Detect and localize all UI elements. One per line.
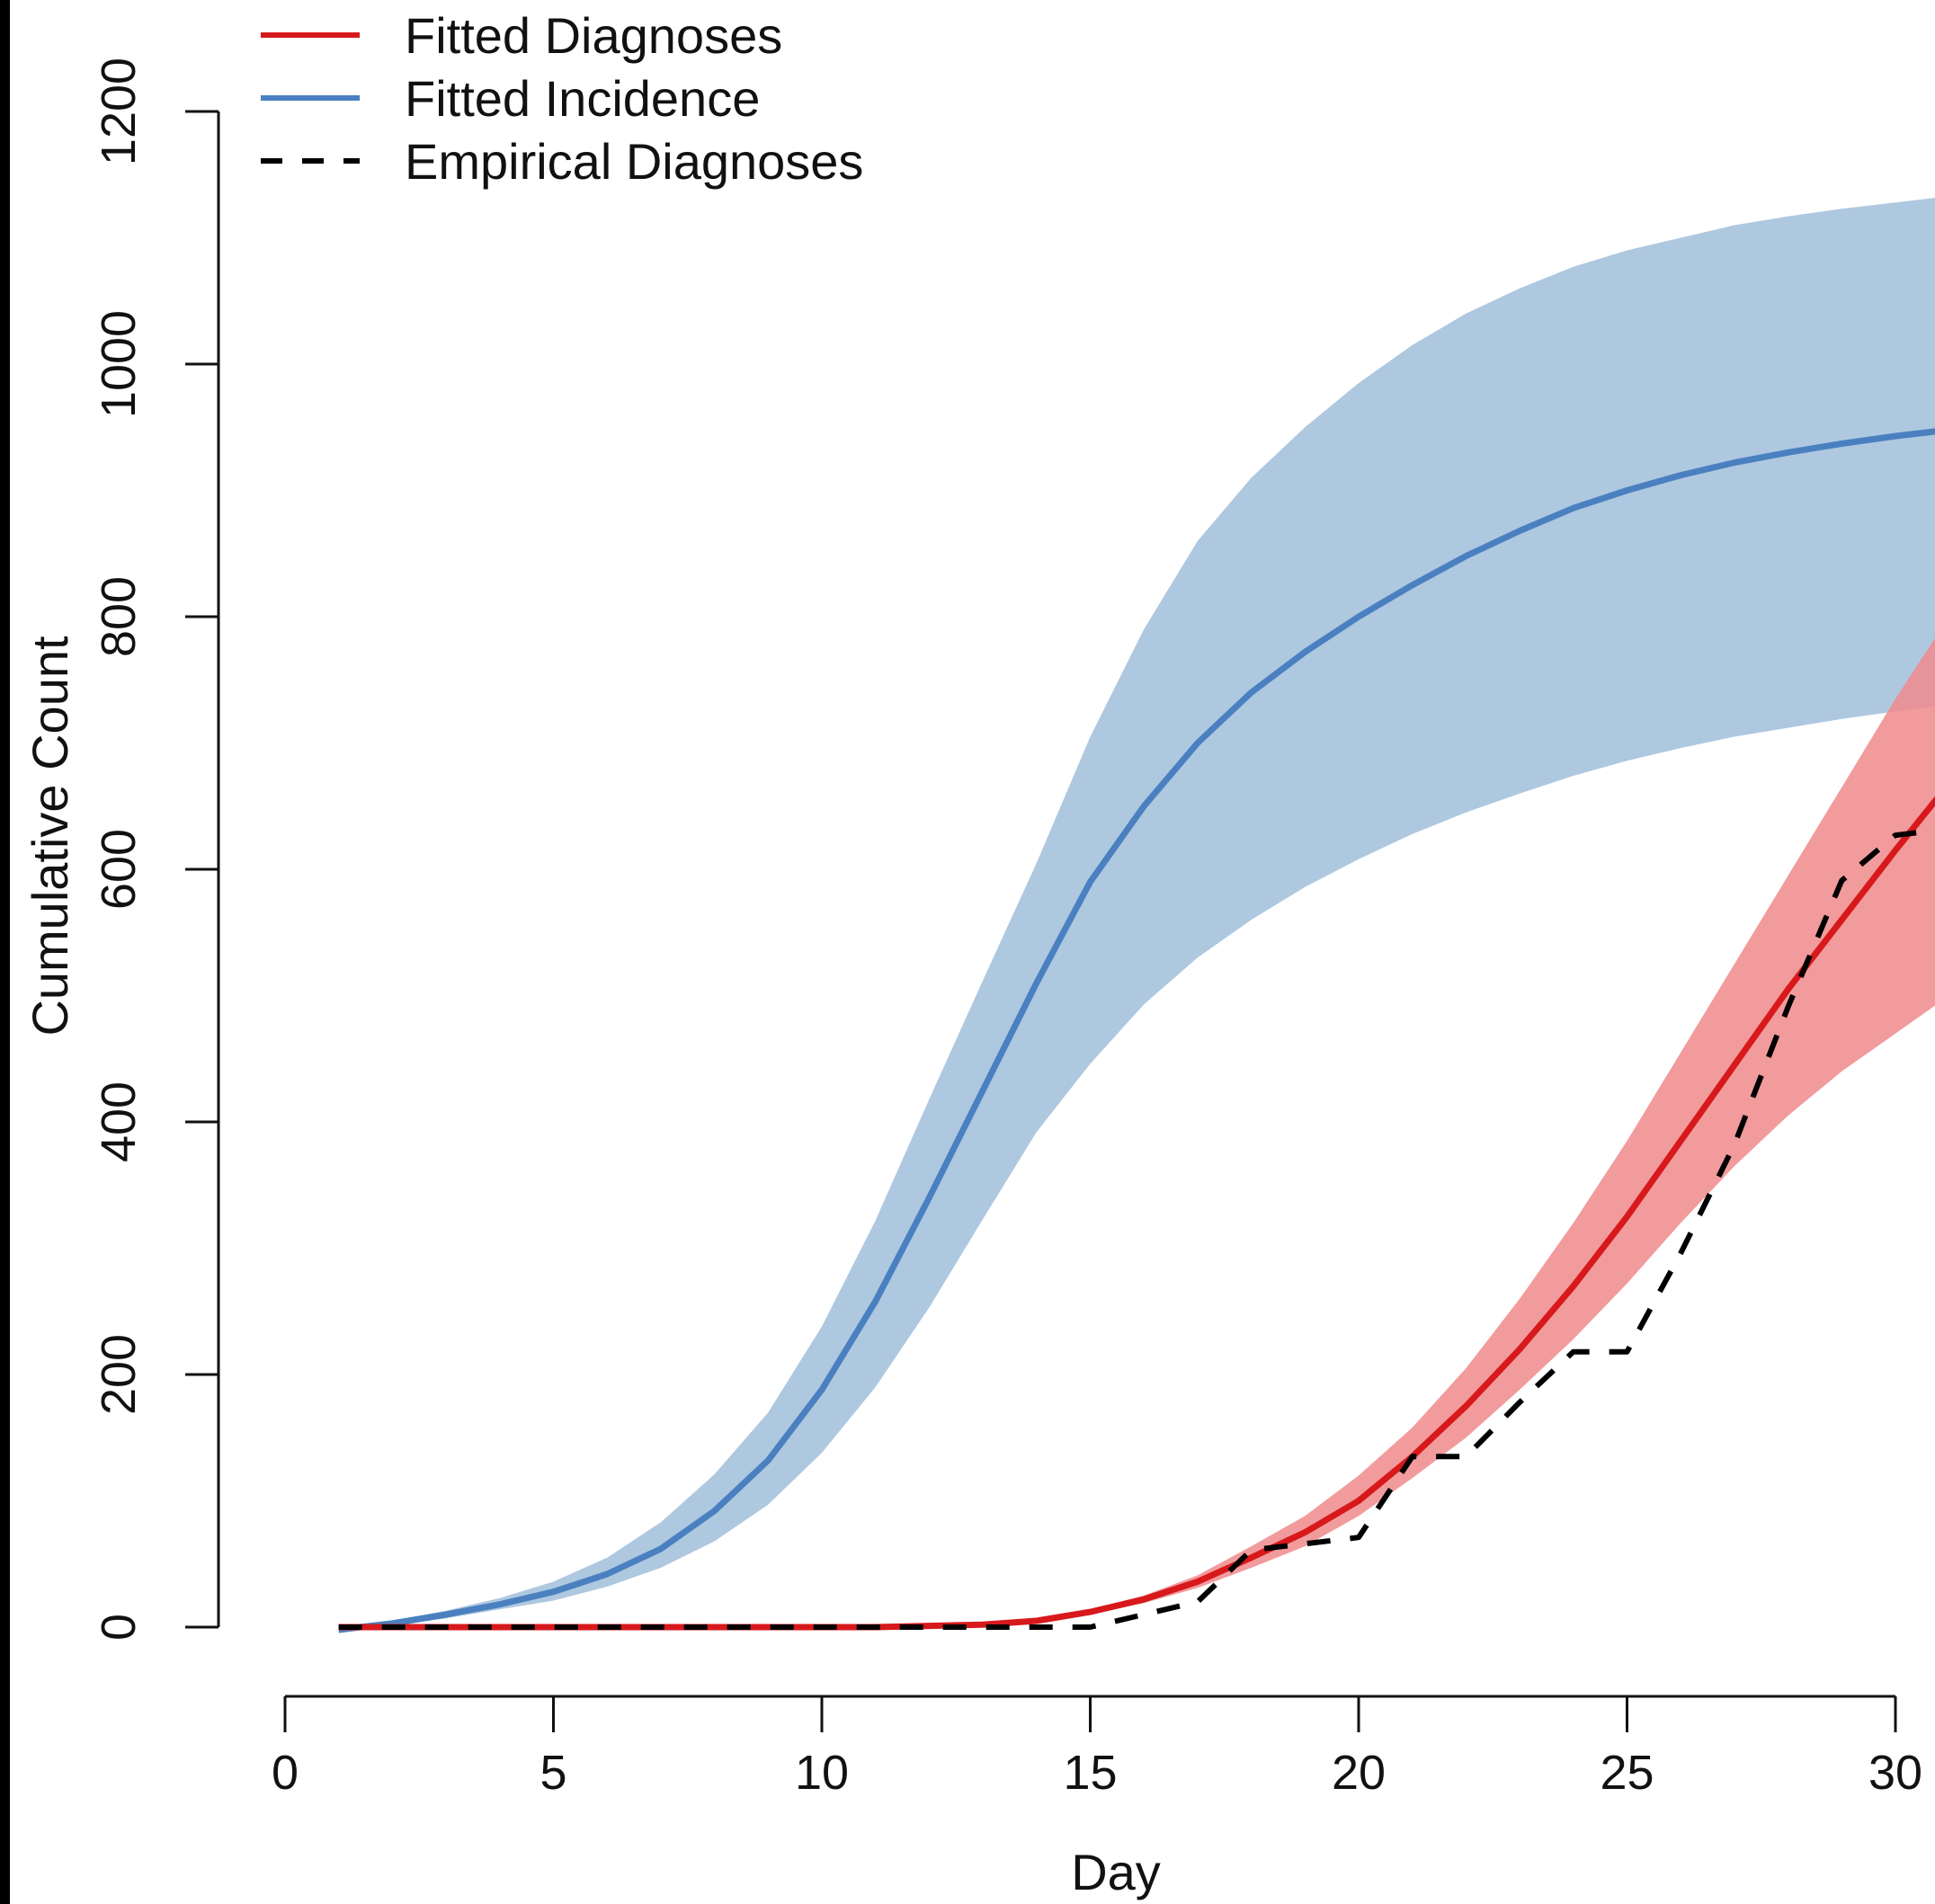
x-tick-label-20: 20 (1332, 1746, 1386, 1800)
y-tick-label-400: 400 (92, 1081, 146, 1162)
legend-label-fitted-diagnoses: Fitted Diagnoses (405, 7, 782, 64)
line-fitted-incidence (338, 428, 1935, 1633)
y-axis: 0 200 400 600 800 1000 1200 (92, 58, 220, 1641)
legend: Fitted Diagnoses Fitted Incidence Empiri… (261, 7, 863, 190)
legend-label-fitted-incidence: Fitted Incidence (405, 70, 760, 127)
x-axis-title: Day (1071, 1844, 1161, 1900)
y-tick-label-0: 0 (92, 1614, 146, 1641)
x-axis: 0 5 10 15 20 25 30 (272, 1695, 1922, 1800)
y-tick-label-800: 800 (92, 576, 146, 657)
x-tick-label-30: 30 (1868, 1746, 1922, 1800)
y-tick-label-600: 600 (92, 829, 146, 910)
x-tick-label-15: 15 (1063, 1746, 1117, 1800)
x-tick-label-25: 25 (1600, 1746, 1654, 1800)
x-tick-label-0: 0 (272, 1746, 299, 1800)
y-axis-title: Cumulative Count (22, 636, 78, 1037)
band-fitted-incidence (338, 197, 1935, 1633)
series-lines (338, 428, 1935, 1633)
y-tick-label-1200: 1200 (92, 58, 146, 165)
y-tick-label-1000: 1000 (92, 310, 146, 418)
legend-label-empirical-diagnoses: Empirical Diagnoses (405, 133, 863, 190)
x-tick-label-5: 5 (539, 1746, 566, 1800)
x-tick-label-10: 10 (795, 1746, 849, 1800)
left-edge-bar (0, 0, 10, 1904)
confidence-bands (338, 197, 1935, 1633)
y-tick-label-200: 200 (92, 1334, 146, 1415)
line-empirical-diagnoses (338, 827, 1935, 1630)
